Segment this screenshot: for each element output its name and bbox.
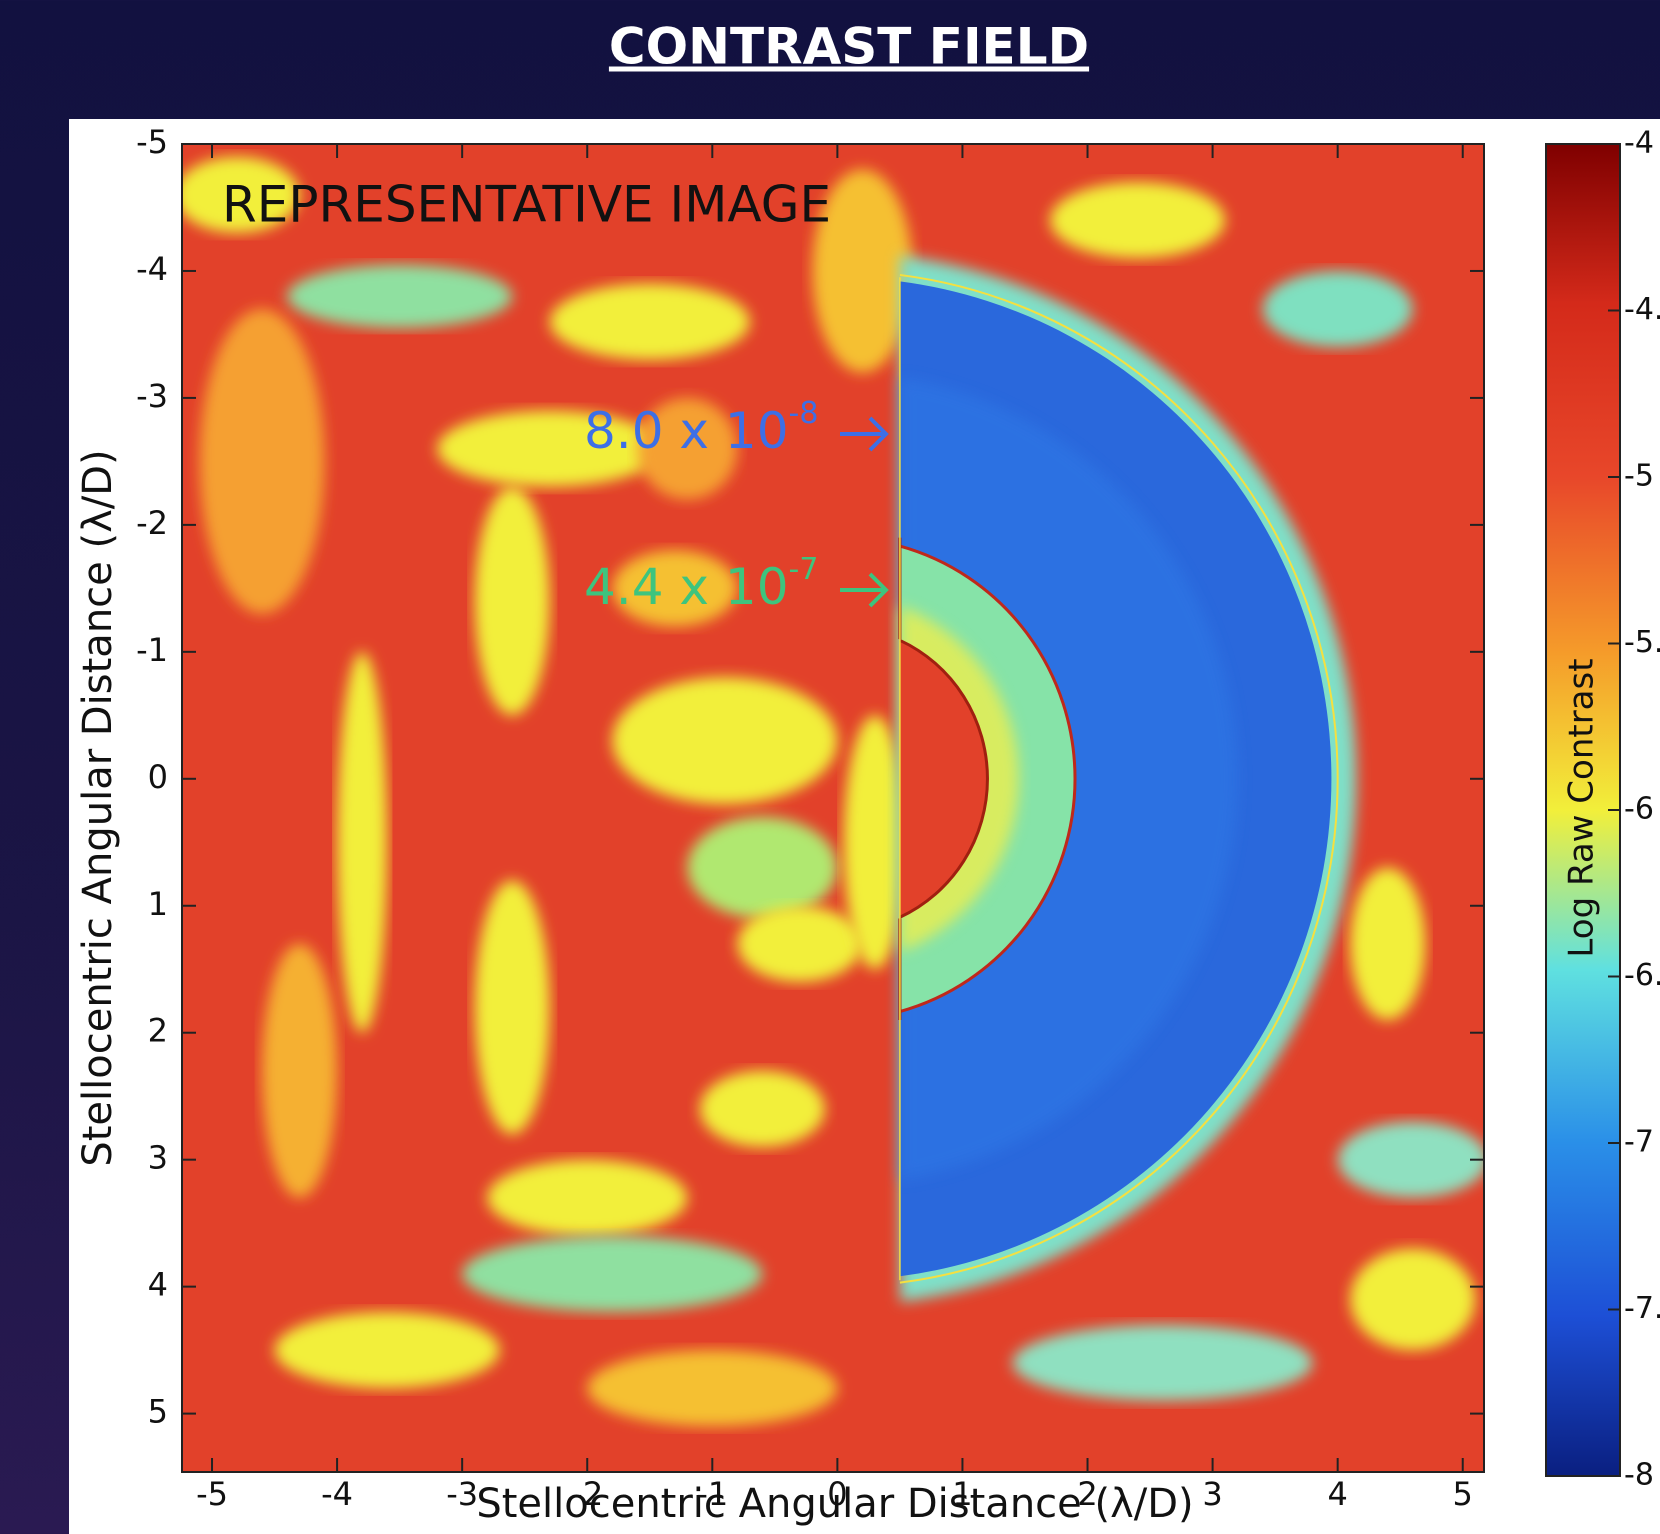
field-blob [462,1235,763,1313]
field-blob [812,169,913,373]
field-blob [843,715,907,970]
x-tick-label: 4 [1327,1475,1347,1513]
field-blob [437,410,663,487]
x-tick-label: -5 [196,1475,228,1513]
field-blob [699,1070,825,1147]
x-tick-label: -3 [446,1475,478,1513]
field-blob [287,264,513,329]
colorbar-label: Log Raw Contrast [1562,658,1602,957]
x-tick-label: 2 [1077,1475,1097,1513]
field-blob [474,486,550,716]
field-blob [612,677,838,805]
field-blob [687,816,838,919]
field-region [899,640,988,918]
x-tick-label: 0 [827,1475,847,1513]
x-tick-label: -4 [321,1475,353,1513]
field-blob [182,156,300,233]
field-blob [587,1350,838,1427]
zone-boundary [899,638,989,919]
x-tick-label: -2 [571,1475,603,1513]
field-blob [637,397,738,500]
callout: 8.0 x 10-8 [584,396,818,460]
y-tick-label: 2 [148,1012,168,1050]
slide-title: CONTRAST FIELD [609,18,1089,76]
x-axis-label: Stellocentric Angular Distance (λ/D) [476,1481,1193,1527]
callout-exponent: -8 [789,396,819,431]
field-blob [274,1312,500,1389]
colorbar-tick-label: -5.5 [1624,625,1660,660]
x-tick-label: 1 [952,1475,972,1513]
y-axis-label: Stellocentric Angular Distance (λ/D) [75,449,121,1166]
callout-exponent: -7 [789,552,819,587]
colorbar-tick-label: -6.5 [1624,958,1660,993]
colorbar-tick-label: -6 [1624,792,1654,827]
x-tick-label: 5 [1453,1475,1473,1513]
field-blob [1050,182,1226,259]
y-tick-label: 3 [148,1139,168,1177]
callout-arrow [868,416,889,452]
plot-frame [181,143,1485,1473]
y-tick-label: 1 [148,885,168,923]
zone-boundary [899,273,1339,1284]
contrast-field [182,144,1484,1472]
colorbar-tick-label: -8 [1624,1458,1654,1493]
colorbar-tick-label: -4.5 [1624,292,1660,327]
y-tick-label: -2 [136,504,168,542]
colorbar-tick-label: -7 [1624,1125,1654,1160]
field-blob [549,283,750,360]
colorbar-tick-label: -7.5 [1624,1291,1660,1326]
field-blob [1262,270,1413,348]
x-tick-label: 3 [1202,1475,1222,1513]
callout-text: 8.0 x 10 [584,402,789,460]
y-tick-label: 4 [148,1266,168,1304]
field-blob [487,1159,688,1236]
field-blob [1350,867,1426,1021]
field-blob [1337,1121,1484,1198]
field-blob [337,651,388,1033]
zone-boundary [899,544,1077,1013]
field-blob [199,309,325,614]
image-annotation: REPRESENTATIVE IMAGE [222,176,831,234]
callout: 4.4 x 10-7 [584,552,818,616]
colorbar-tick-label: -4 [1624,126,1654,161]
y-tick-label: 0 [148,758,168,796]
colorbar [1545,143,1621,1477]
colorbar-tick-label: -5 [1624,459,1654,494]
field-blob [612,550,738,627]
callout-text: 4.4 x 10 [584,558,789,616]
field-blob [1012,1324,1313,1401]
field-blob [474,880,550,1135]
field-blob [737,905,863,982]
y-tick-label: -3 [136,377,168,415]
field-blob [262,943,338,1198]
y-tick-label: -4 [136,250,168,288]
y-tick-label: -1 [136,631,168,669]
y-tick-label: 5 [148,1393,168,1431]
y-tick-label: -5 [136,123,168,161]
x-tick-label: -1 [696,1475,728,1513]
field-blob [1350,1248,1476,1351]
callout-arrow [868,572,889,608]
